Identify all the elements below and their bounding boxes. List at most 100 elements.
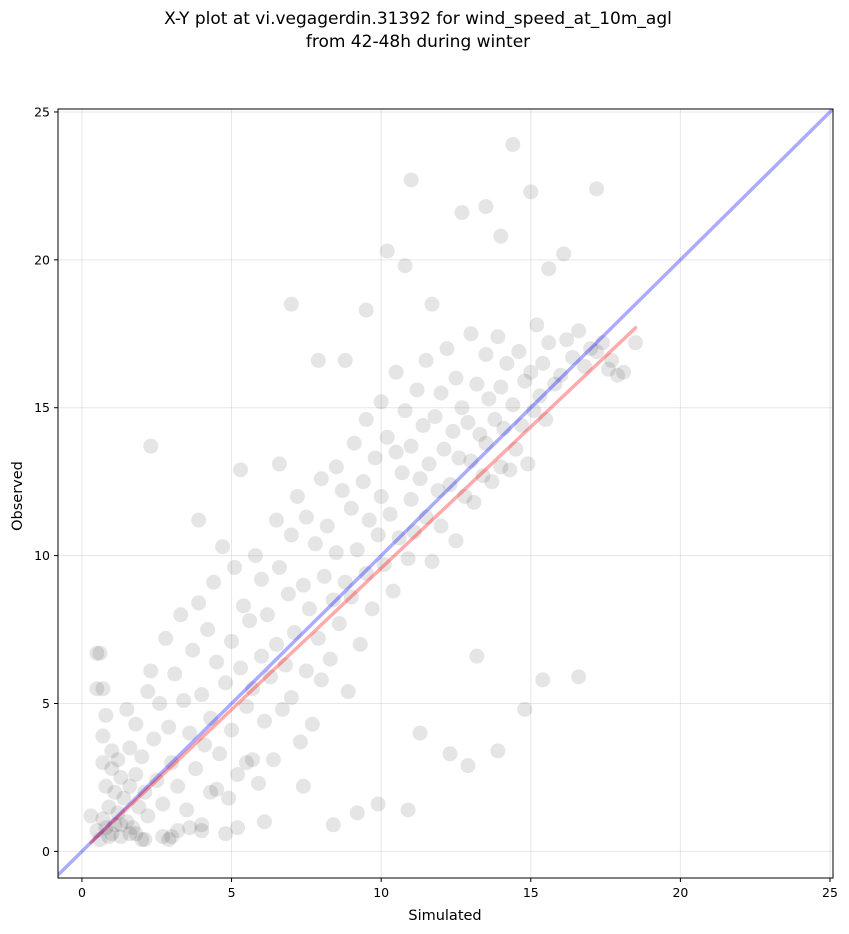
y-tick-label: 15: [34, 400, 50, 415]
scatter-point: [403, 172, 419, 188]
scatter-point: [140, 808, 156, 824]
scatter-point: [343, 500, 359, 516]
scatter-point: [155, 796, 171, 812]
scatter-point: [448, 533, 464, 549]
scatter-point: [490, 329, 506, 345]
scatter-point: [295, 778, 311, 794]
scatter-point: [418, 352, 434, 368]
scatter-point: [104, 743, 120, 759]
scatter-point: [565, 349, 581, 365]
y-tick-label: 5: [42, 696, 50, 711]
scatter-point: [215, 539, 231, 555]
scatter-point: [259, 607, 275, 623]
scatter-point: [520, 456, 536, 472]
scatter-point: [523, 184, 539, 200]
scatter-point: [212, 746, 228, 762]
scatter-point: [113, 769, 129, 785]
scatter-point: [119, 814, 135, 830]
scatter-point: [200, 622, 216, 638]
scatter-point: [343, 589, 359, 605]
scatter-point: [98, 778, 114, 794]
x-tick-label: 5: [228, 885, 236, 900]
y-tick-label: 25: [34, 104, 50, 119]
fit-line: [89, 326, 638, 845]
scatter-point: [113, 817, 129, 833]
scatter-point: [328, 459, 344, 475]
scatter-point: [370, 527, 386, 543]
scatter-point: [191, 512, 207, 528]
scatter-point: [224, 633, 240, 649]
plot-frame: [57, 108, 834, 879]
scatter-point: [152, 695, 168, 711]
scatter-point: [167, 666, 183, 682]
scatter-point: [244, 752, 260, 768]
scatter-point: [227, 559, 243, 575]
y-axis-label: Observed: [10, 461, 26, 531]
scatter-point: [508, 441, 524, 457]
x-tick-label: 20: [672, 885, 688, 900]
scatter-point: [541, 261, 557, 277]
scatter-point: [137, 784, 153, 800]
scatter-point: [128, 826, 144, 842]
scatter-point: [628, 335, 644, 351]
scatter-point: [577, 358, 593, 374]
scatter-point: [256, 713, 272, 729]
scatter-point: [325, 592, 341, 608]
scatter-point: [307, 536, 323, 552]
scatter-point: [179, 802, 195, 818]
scatter-point: [209, 654, 225, 670]
scatter-point: [589, 344, 605, 360]
scatter-point: [283, 527, 299, 543]
scatter-points: [83, 136, 644, 848]
scatter-point: [385, 583, 401, 599]
scatter-point: [481, 391, 497, 407]
scatter-point: [379, 243, 395, 259]
scatter-point: [280, 586, 296, 602]
scatter-point: [209, 781, 225, 797]
scatter-point: [370, 796, 386, 812]
scatter-point: [140, 684, 156, 700]
scatter-point: [469, 648, 485, 664]
scatter-point: [268, 636, 284, 652]
scatter-point: [119, 701, 135, 717]
scatter-point: [349, 805, 365, 821]
scatter-point: [155, 829, 171, 845]
scatter-point: [466, 494, 482, 510]
scatter-point: [283, 690, 299, 706]
scatter-point: [164, 755, 180, 771]
scatter-point: [224, 722, 240, 738]
scatter-point: [337, 574, 353, 590]
scatter-point: [95, 728, 111, 744]
scatter-point: [274, 701, 290, 717]
scatter-point: [529, 317, 545, 333]
scatter-point: [289, 488, 305, 504]
scatter-point: [496, 420, 512, 436]
scatter-point: [334, 483, 350, 499]
scatter-point: [176, 693, 192, 709]
scatter-point: [502, 462, 518, 478]
scatter-point: [454, 400, 470, 416]
scatter-point: [310, 352, 326, 368]
scatter-point: [448, 370, 464, 386]
scatter-point: [358, 412, 374, 428]
scatter-point: [424, 296, 440, 312]
scatter-point: [517, 701, 533, 717]
scatter-point: [313, 672, 329, 688]
scatter-point: [367, 450, 383, 466]
scatter-point: [92, 832, 108, 848]
scatter-point: [161, 832, 177, 848]
scatter-point: [583, 341, 599, 357]
scatter-point: [325, 817, 341, 833]
y-tick-label: 0: [42, 844, 50, 859]
scatter-point: [203, 710, 219, 726]
x-tick-label: 25: [822, 885, 838, 900]
x-tick-label: 0: [78, 885, 86, 900]
scatter-point: [301, 601, 317, 617]
scatter-point: [445, 423, 461, 439]
scatter-point: [454, 205, 470, 221]
scatter-point: [101, 829, 117, 845]
scatter-point: [298, 509, 314, 525]
scatter-point: [194, 823, 210, 839]
scatter-point: [268, 512, 284, 528]
scatter-point: [283, 296, 299, 312]
